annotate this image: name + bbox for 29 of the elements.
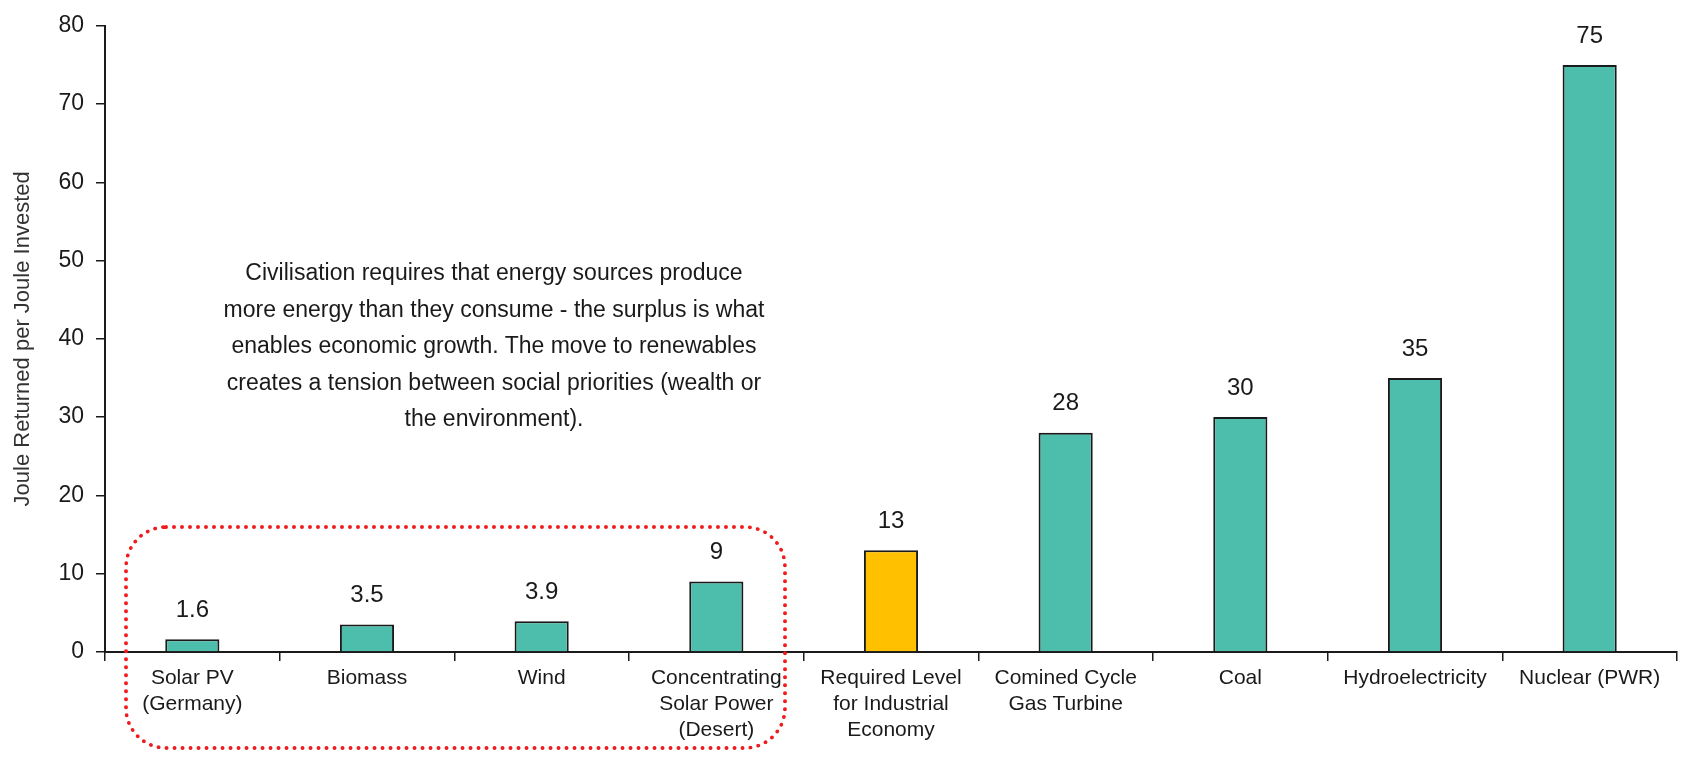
x-tick-label: Hydroelectricity bbox=[1343, 664, 1488, 688]
y-tick-label: 40 bbox=[58, 324, 84, 351]
data-label: 30 bbox=[1226, 372, 1254, 400]
x-tick-label: Coal bbox=[1218, 664, 1262, 688]
y-tick-label: 20 bbox=[58, 480, 84, 507]
data-label: 9 bbox=[709, 537, 723, 565]
data-label: 3.5 bbox=[350, 580, 384, 608]
data-label: 28 bbox=[1052, 388, 1080, 416]
y-tick-label: 70 bbox=[58, 89, 84, 116]
y-tick-label: 60 bbox=[58, 167, 84, 194]
x-tick-label: Concentrating Solar Power (Desert) bbox=[650, 664, 782, 740]
y-tick-label: 30 bbox=[58, 402, 84, 429]
data-label: 1.6 bbox=[175, 594, 209, 622]
annotation: Civilisation requires that energy sources produce more energy than they consume - the surplus is what enables economic growth. The move to renewables creates a tension between social priorities (wealth or the environment). bbox=[222, 258, 766, 433]
x-tick-label: Required Level for Industrial Economy bbox=[820, 664, 962, 740]
data-label: 3.9 bbox=[524, 576, 559, 604]
y-tick-label: 0 bbox=[71, 637, 84, 664]
x-tick-label: Biomass bbox=[326, 664, 408, 688]
x-tick-label: Comined Cycle Gas Turbine bbox=[994, 664, 1137, 714]
x-tick-label: Solar PV (Germany) bbox=[142, 664, 243, 714]
data-label: 13 bbox=[877, 505, 905, 533]
y-tick-label: 50 bbox=[58, 245, 84, 272]
data-label: 35 bbox=[1401, 333, 1429, 361]
x-tick-label: Nuclear (PWR) bbox=[1519, 664, 1661, 688]
x-tick-label: Wind bbox=[517, 664, 566, 688]
y-tick-label: 80 bbox=[58, 11, 84, 38]
y-axis-title: Joule Returned per Joule Invested bbox=[9, 171, 35, 507]
y-tick-label: 10 bbox=[58, 558, 84, 585]
data-label: 75 bbox=[1576, 20, 1604, 48]
